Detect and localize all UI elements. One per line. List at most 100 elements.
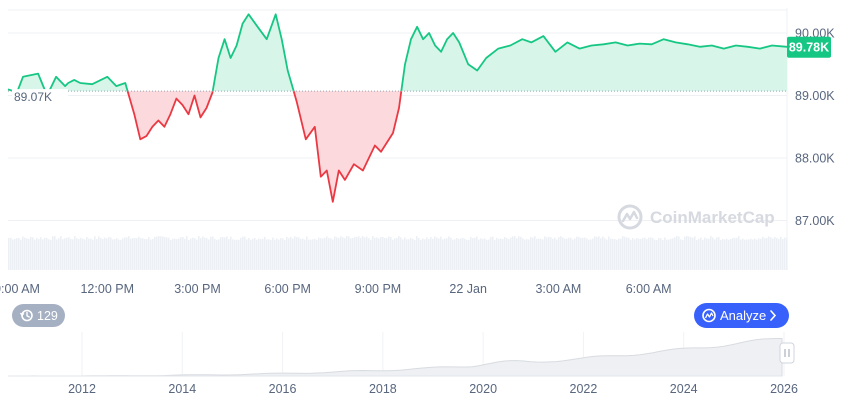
volume-bar (774, 237, 776, 270)
volume-bar (80, 237, 82, 270)
volume-bar (16, 238, 18, 270)
volume-bar (232, 239, 234, 270)
volume-bar (196, 239, 198, 270)
volume-bar (20, 239, 22, 270)
volume-bar (462, 237, 464, 270)
volume-bar (378, 238, 380, 270)
volume-bar (8, 238, 10, 270)
volume-bar (118, 239, 120, 270)
volume-bar (370, 239, 372, 270)
volume-bar (634, 239, 636, 270)
volume-bar (440, 236, 442, 270)
volume-bar (310, 239, 312, 270)
volume-bar (72, 239, 74, 270)
volume-bar (626, 237, 628, 270)
volume-bar (446, 238, 448, 270)
volume-bar (64, 238, 66, 270)
volume-bar (690, 236, 692, 270)
volume-bar (282, 238, 284, 270)
volume-bar (38, 239, 40, 270)
volume-bar (270, 239, 272, 270)
volume-bar (202, 236, 204, 270)
volume-bar (516, 238, 518, 270)
volume-bar (692, 237, 694, 270)
volume-bar (350, 238, 352, 270)
history-x-tick-label: 2018 (369, 382, 397, 396)
x-tick-label: 3:00 PM (174, 282, 221, 296)
volume-bar (312, 239, 314, 270)
volume-bar (284, 239, 286, 270)
history-x-tick-label: 2012 (68, 382, 96, 396)
navigator-handle[interactable] (779, 342, 795, 364)
volume-bar (356, 236, 358, 270)
volume-bar (136, 238, 138, 270)
volume-bar (336, 237, 338, 270)
volume-bar (614, 239, 616, 270)
volume-bar (308, 239, 310, 270)
volume-bar (408, 239, 410, 270)
history-navigator[interactable] (8, 332, 785, 377)
volume-bar (126, 237, 128, 270)
volume-bar (390, 237, 392, 270)
volume-bar (262, 238, 264, 270)
volume-bar (208, 239, 210, 270)
volume-bar (290, 237, 292, 270)
volume-bar (600, 238, 602, 270)
history-count-pill[interactable]: 129 (12, 304, 65, 327)
volume-bar (734, 237, 736, 270)
volume-bar (582, 237, 584, 270)
volume-bar (222, 237, 224, 270)
volume-bar (492, 236, 494, 270)
volume-bar (612, 239, 614, 270)
volume-bar (496, 237, 498, 270)
volume-bar (340, 236, 342, 270)
volume-bar (226, 236, 228, 270)
volume-bar (84, 239, 86, 270)
volume-bar (392, 239, 394, 270)
volume-bar (188, 239, 190, 270)
volume-bar (738, 236, 740, 270)
price-line-down-segment (126, 90, 214, 141)
volume-bar (742, 238, 744, 270)
volume-bar (34, 239, 36, 270)
price-line-up-segment (48, 75, 129, 92)
volume-bar (698, 238, 700, 270)
analyze-button[interactable]: Analyze (694, 303, 789, 328)
volume-bar (710, 236, 712, 270)
volume-bar (548, 236, 550, 270)
volume-bar (40, 237, 42, 270)
volume-bar (770, 237, 772, 270)
volume-bar (512, 236, 514, 270)
volume-bar (138, 236, 140, 270)
volume-bar (572, 239, 574, 270)
volume-bar (786, 238, 788, 270)
volume-bar (206, 238, 208, 270)
volume-bar (730, 238, 732, 270)
volume-bar (172, 238, 174, 270)
volume-bar (76, 238, 78, 270)
volume-bar (750, 238, 752, 270)
volume-bar (244, 236, 246, 270)
volume-bar (88, 238, 90, 270)
volume-bar (590, 239, 592, 270)
volume-bar (324, 237, 326, 270)
volume-bar (766, 237, 768, 270)
volume-bar (468, 239, 470, 270)
history-count: 129 (37, 309, 58, 323)
history-x-tick-label: 2022 (570, 382, 598, 396)
volume-bar (430, 237, 432, 270)
volume-bar (140, 238, 142, 270)
volume-bar (306, 236, 308, 270)
volume-bar (410, 237, 412, 270)
volume-bar (92, 239, 94, 270)
volume-bar (434, 236, 436, 270)
volume-bar (56, 239, 58, 270)
volume-bar (416, 236, 418, 270)
volume-bar (412, 238, 414, 270)
volume-bar (86, 236, 88, 270)
volume-bar (784, 237, 786, 270)
volume-bar (550, 237, 552, 270)
volume-bar (328, 237, 330, 270)
volume-bar (346, 236, 348, 270)
volume-bar (460, 238, 462, 270)
